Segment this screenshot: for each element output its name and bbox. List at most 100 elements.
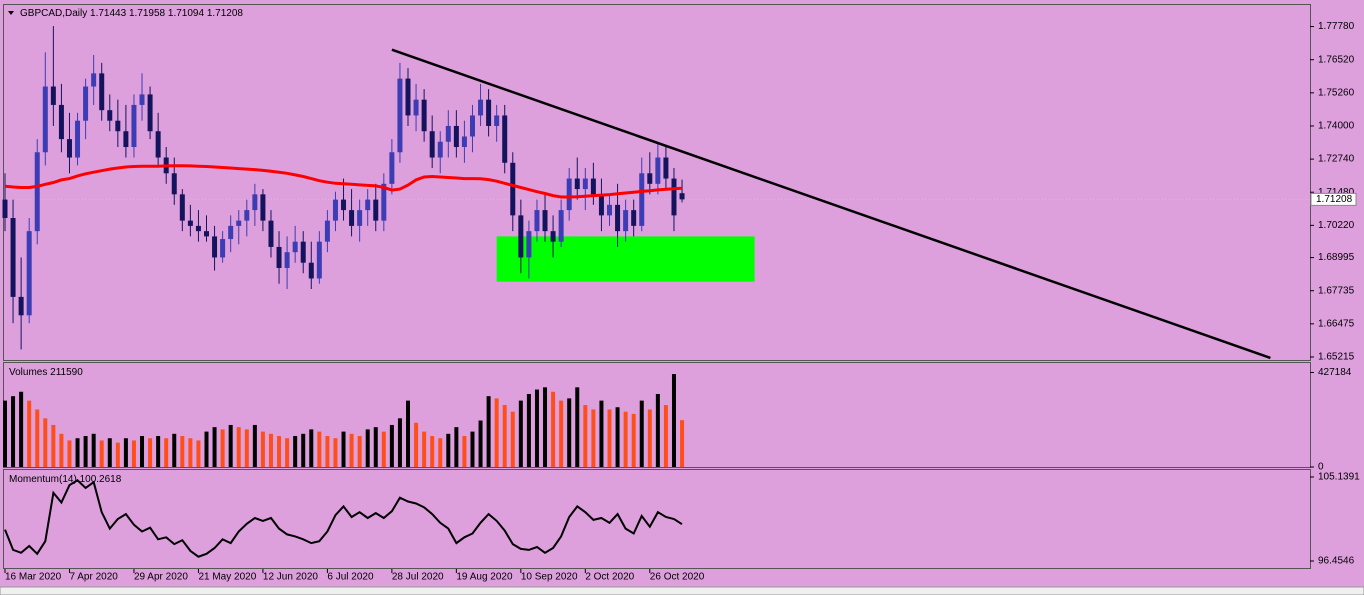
volume-bar [591,409,596,467]
volume-bar [623,411,628,467]
candle-body [341,199,347,211]
candle-body [615,204,621,232]
tab-bar [0,586,1364,595]
volume-bar [75,438,80,467]
volume-bar [277,436,282,467]
candle-body [574,178,580,190]
volume-bar [131,440,136,467]
zone [496,236,755,282]
trendline [391,48,1271,360]
volume-bar [510,411,515,467]
volume-bar [115,442,120,467]
volume-bar [559,400,564,467]
candle-body [437,141,443,158]
candle-body [421,99,427,132]
volume-bar [260,431,265,467]
volume-bar [333,438,338,467]
candle-body [228,225,234,240]
candle-body [445,125,451,142]
volume-bar [494,398,499,467]
volume-bar [454,427,459,467]
x-tick-label: 12 Jun 2020 [263,572,318,583]
candle-body [607,204,612,216]
volume-bar [59,433,64,467]
candle-body [244,210,250,221]
volume-bar [446,433,451,467]
volume-bar [414,422,419,467]
volume-bar [236,427,241,467]
volume-bar [123,438,128,467]
volume-bar [309,429,314,467]
volume-last: 211590 [50,367,83,378]
volume-bar [285,438,290,467]
candle-body [292,241,298,253]
volume-bar [583,405,588,467]
volume-bar [438,438,443,467]
x-tick-label: 6 Jul 2020 [327,572,374,583]
y-tick-label: 1.72740 [1318,154,1355,165]
candle-body [308,262,314,279]
candle-body [469,115,475,137]
candle-body [461,136,467,147]
candle-body [663,157,669,179]
moving-average [4,164,683,199]
candle-body [566,178,572,211]
candle-body [478,99,484,116]
candle-body [534,210,540,232]
volume-bar [293,436,298,467]
volume-bar [204,431,209,467]
x-tick-label: 7 Apr 2020 [69,572,118,583]
y-tick-label: 427184 [1318,367,1352,378]
volume-bar [462,436,467,467]
candle-body [397,78,403,153]
candle-body [598,194,604,216]
volume-header: Volumes 211590 [9,367,83,378]
momentum-panel [3,469,1311,569]
y-tick-label: 1.71480 [1318,187,1355,198]
candle-body [655,157,661,184]
candle-body [220,239,226,258]
candle-body [389,152,395,184]
volume-bar [156,436,161,467]
momentum-header: Momentum(14) 100.2618 [9,474,122,485]
y-tick-label: 1.67735 [1318,285,1355,296]
menu-arrow[interactable] [8,11,14,15]
candle-body [131,104,137,147]
momentum-title: Momentum(14) [9,474,77,485]
candle-body [679,193,685,200]
candle-body [453,125,459,147]
candle-body [99,73,105,111]
candle-body [526,231,532,258]
candle-body [212,236,218,258]
volume-bar [341,431,346,467]
volume-bar [228,424,233,467]
candle-body [518,215,524,258]
candle-body [252,194,258,211]
volume-bar [35,409,40,467]
candle-body [204,231,209,237]
candle-body [631,210,637,226]
volume-bar [599,400,604,467]
volume-bar [67,440,72,467]
volume-bar [639,400,644,467]
candle-body [34,152,40,232]
volume-bar [655,393,660,467]
volume-bar [543,387,548,467]
x-tick-label: 19 Aug 2020 [456,572,513,583]
candle-body [58,104,64,140]
volume-bar [680,420,685,467]
candle-body [107,110,113,121]
candle-body [582,178,588,190]
candle-body [502,115,508,163]
candle-body [155,131,161,158]
candle-body [10,218,16,297]
high: 1.71958 [129,8,166,19]
volume-bar [526,393,531,467]
candle-body [349,210,355,226]
volume-bar [365,429,370,467]
candle-body [66,139,72,158]
candle-body [139,94,145,105]
candle-body [115,120,121,132]
